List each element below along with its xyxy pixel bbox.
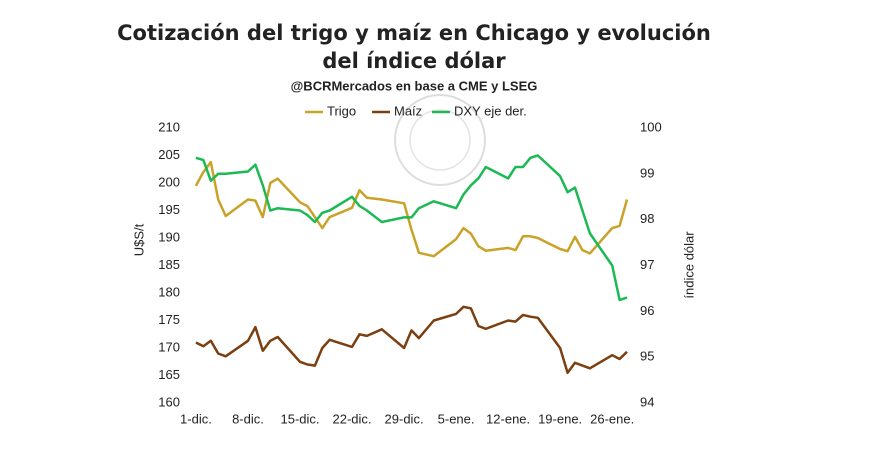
- y-tick-label: 205: [158, 147, 180, 162]
- y2-tick-label: 95: [640, 349, 654, 364]
- chart-subtitle: @BCRMercados en base a CME y LSEG: [291, 78, 538, 93]
- legend-label: DXY eje der.: [454, 103, 527, 118]
- y2-tick-label: 100: [640, 119, 662, 134]
- watermark-inner: [409, 109, 471, 171]
- y2-axis-title: índice dólar: [681, 231, 696, 299]
- y-axis-title: U$S/t: [131, 223, 146, 256]
- legend-label: Maíz: [394, 103, 422, 118]
- x-tick-label: 29-dic.: [385, 411, 424, 426]
- y-tick-label: 195: [158, 202, 180, 217]
- y-tick-label: 185: [158, 257, 180, 272]
- y2-tick-label: 96: [640, 303, 654, 318]
- y-tick-label: 165: [158, 367, 180, 382]
- y-tick-label: 160: [158, 394, 180, 409]
- x-tick-label: 15-dic.: [280, 411, 319, 426]
- x-tick-label: 26-ene.: [590, 411, 634, 426]
- y2-tick-label: 97: [640, 257, 654, 272]
- y-tick-label: 170: [158, 339, 180, 354]
- y2-tick-label: 98: [640, 211, 654, 226]
- y2-tick-label: 99: [640, 165, 654, 180]
- chart-title: Cotización del trigo y maíz en Chicago y…: [117, 21, 711, 45]
- x-tick-label: 5-ene.: [438, 411, 475, 426]
- line-series: [195, 305, 628, 375]
- y2-tick-label: 94: [640, 394, 654, 409]
- x-tick-label: 12-ene.: [486, 411, 530, 426]
- chart-title: del índice dólar: [322, 49, 506, 73]
- y-tick-label: 190: [158, 229, 180, 244]
- y-tick-label: 175: [158, 312, 180, 327]
- watermark: [394, 94, 486, 186]
- line-series: [194, 160, 629, 258]
- line-series: [195, 154, 628, 302]
- legend-label: Trigo: [327, 103, 356, 118]
- y-tick-label: 180: [158, 284, 180, 299]
- y-tick-label: 210: [158, 119, 180, 134]
- x-tick-label: 22-dic.: [333, 411, 372, 426]
- x-tick-label: 1-dic.: [180, 411, 212, 426]
- y-tick-label: 200: [158, 174, 180, 189]
- x-tick-label: 19-ene.: [538, 411, 582, 426]
- x-tick-label: 8-dic.: [232, 411, 264, 426]
